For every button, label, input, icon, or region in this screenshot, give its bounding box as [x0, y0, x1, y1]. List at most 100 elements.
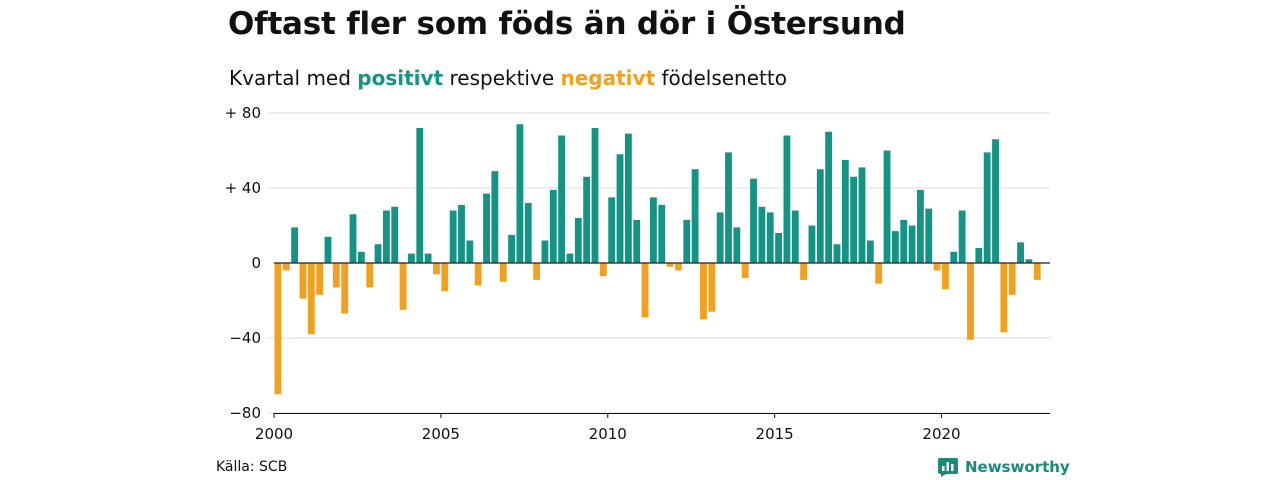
bar	[299, 263, 307, 299]
bar	[791, 210, 799, 263]
bar	[491, 171, 499, 263]
bar	[449, 210, 457, 263]
x-tick-label: 2010	[589, 425, 627, 443]
bar	[624, 133, 632, 263]
bar	[883, 150, 891, 263]
brand-logo[interactable]: Newsworthy	[937, 456, 1070, 478]
subtitle-suffix: födelsenetto	[661, 66, 787, 90]
bar	[424, 253, 432, 263]
bar	[808, 225, 816, 263]
bars	[274, 124, 1041, 395]
y-tick-label: + 80	[225, 104, 261, 122]
bar	[357, 251, 365, 263]
bar	[983, 152, 991, 263]
subtitle-prefix: Kvartal med	[229, 66, 351, 90]
bar	[942, 263, 949, 290]
bar	[816, 169, 824, 263]
bar	[516, 124, 524, 263]
bar	[591, 128, 599, 263]
source-note: Källa: SCB	[216, 459, 288, 475]
bar	[641, 263, 649, 318]
bar	[549, 189, 557, 263]
bar	[708, 263, 716, 312]
bar	[541, 240, 549, 263]
bar	[558, 135, 566, 263]
bar	[775, 233, 782, 263]
brand-name: Newsworthy	[965, 458, 1070, 476]
x-tick-label: 2005	[422, 425, 460, 443]
bar	[900, 219, 908, 263]
bar	[349, 214, 357, 263]
bar	[316, 263, 324, 295]
bar	[282, 263, 290, 271]
bar	[858, 167, 866, 263]
bar	[483, 193, 490, 263]
y-tick-label: 0	[251, 254, 261, 272]
bar	[1025, 259, 1033, 263]
bar	[975, 248, 983, 263]
bar	[1000, 263, 1008, 333]
bar	[933, 263, 941, 271]
x-tick-label: 2000	[255, 425, 293, 443]
bar	[274, 263, 282, 395]
x-tick-label: 2015	[756, 425, 794, 443]
bar	[1033, 263, 1041, 280]
bar	[399, 263, 407, 310]
bar	[683, 219, 691, 263]
bar	[499, 263, 507, 282]
bar	[416, 128, 424, 263]
bar	[458, 204, 465, 263]
bar	[992, 139, 999, 263]
subtitle-negative-word: negativt	[560, 66, 656, 90]
bar	[474, 263, 482, 286]
bar	[800, 263, 808, 280]
bar	[891, 231, 899, 263]
bar	[916, 189, 924, 263]
bar	[1017, 242, 1024, 263]
bar	[608, 197, 616, 263]
bar	[583, 176, 591, 263]
bar	[725, 152, 732, 263]
bar	[958, 210, 966, 263]
bar	[649, 197, 657, 263]
bar	[524, 203, 532, 263]
bar	[441, 263, 449, 292]
bar	[374, 244, 382, 263]
bar	[841, 159, 849, 263]
bar	[875, 263, 883, 284]
bar	[733, 227, 741, 263]
bar	[700, 263, 707, 320]
newsworthy-logo-icon	[938, 458, 958, 477]
y-axis-ticks: + 80 + 40 0 −40 −80	[225, 104, 261, 422]
y-tick-label: −80	[229, 404, 261, 422]
subtitle-positive-word: positivt	[357, 66, 444, 90]
bar	[466, 240, 474, 263]
bar	[391, 206, 399, 263]
bar	[341, 263, 349, 314]
bar	[675, 263, 682, 271]
bar	[433, 263, 440, 275]
bar	[783, 135, 791, 263]
x-tick-label: 2020	[922, 425, 960, 443]
chart-title: Oftast fler som föds än dör i Östersund	[228, 6, 906, 42]
bar	[508, 234, 515, 263]
bar	[332, 263, 340, 288]
bar	[382, 210, 390, 263]
bar	[616, 154, 624, 263]
chart-subtitle: Kvartal med positivt respektive negativt…	[229, 66, 787, 90]
bar	[599, 263, 607, 277]
bar	[291, 227, 299, 263]
y-tick-label: −40	[229, 329, 261, 347]
bar	[925, 208, 933, 263]
bar	[716, 212, 724, 263]
bar	[766, 212, 774, 263]
bar	[758, 206, 766, 263]
bar	[574, 218, 582, 263]
bar	[408, 253, 415, 263]
subtitle-middle: respektive	[449, 66, 555, 90]
bar	[666, 263, 674, 267]
bar	[967, 263, 974, 340]
bar	[533, 263, 541, 280]
bar	[658, 204, 666, 263]
